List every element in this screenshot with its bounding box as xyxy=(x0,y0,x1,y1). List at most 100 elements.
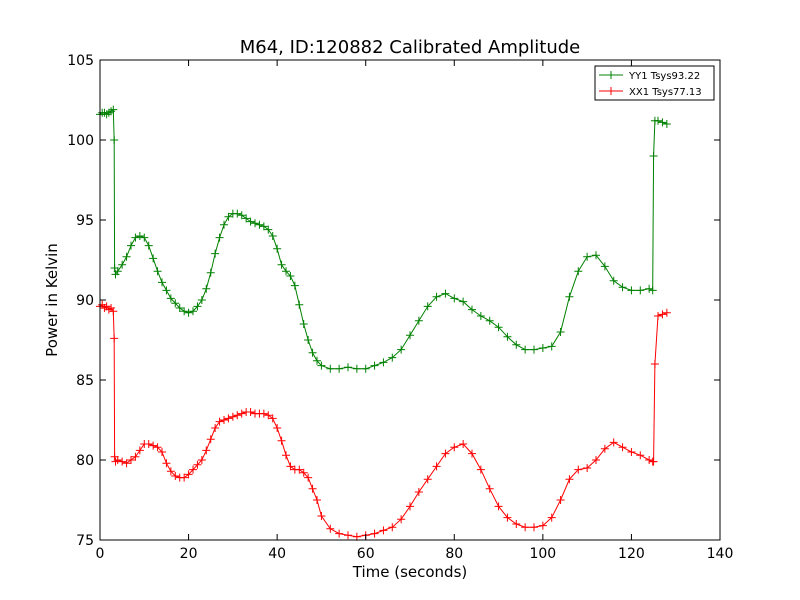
data-point xyxy=(521,345,530,354)
data-point xyxy=(264,411,273,420)
data-point xyxy=(432,462,441,471)
data-point xyxy=(592,456,600,464)
data-point xyxy=(255,220,264,229)
data-point xyxy=(565,475,574,484)
data-point xyxy=(122,252,131,261)
data-point xyxy=(268,414,277,423)
data-point xyxy=(650,360,659,368)
data-point xyxy=(649,152,658,160)
data-point xyxy=(476,312,485,320)
data-point xyxy=(530,345,538,354)
data-point xyxy=(110,334,119,343)
data-point xyxy=(166,467,175,476)
data-point xyxy=(171,299,180,308)
data-point xyxy=(224,212,233,221)
data-point xyxy=(441,289,450,298)
data-point xyxy=(110,136,119,144)
data-point xyxy=(277,260,286,269)
data-point xyxy=(259,409,268,418)
data-point xyxy=(197,296,206,304)
legend-entry: XX1 Tsys77.13 xyxy=(599,87,702,98)
data-point xyxy=(317,512,326,520)
data-point xyxy=(282,267,290,276)
data-point xyxy=(215,417,224,426)
data-point xyxy=(547,513,556,522)
data-point xyxy=(658,310,667,319)
data-point xyxy=(290,281,299,290)
data-point xyxy=(441,449,450,458)
data-point xyxy=(153,443,162,452)
data-point xyxy=(140,233,149,242)
data-point xyxy=(171,472,180,480)
data-point xyxy=(503,332,512,341)
data-point xyxy=(645,456,654,464)
data-point xyxy=(273,244,282,253)
data-point xyxy=(109,105,118,114)
data-point xyxy=(246,217,255,226)
data-point xyxy=(609,276,618,285)
data-point xyxy=(202,284,211,293)
data-point xyxy=(538,521,547,530)
data-point xyxy=(654,312,662,320)
data-point xyxy=(627,286,636,295)
data-point xyxy=(600,444,609,453)
data-point xyxy=(299,320,308,328)
data-point xyxy=(242,214,251,223)
data-point xyxy=(636,286,645,295)
data-point xyxy=(189,465,197,474)
y-tick-label: 90 xyxy=(76,293,94,309)
x-tick-label: 40 xyxy=(268,546,286,562)
data-point xyxy=(153,267,162,276)
data-point xyxy=(118,260,127,269)
data-point xyxy=(220,220,228,229)
data-point xyxy=(246,408,255,416)
data-point xyxy=(127,456,135,464)
data-point xyxy=(352,532,361,541)
data-point xyxy=(326,524,335,533)
y-axis-label: Power in Kelvin xyxy=(43,243,61,357)
data-point xyxy=(189,307,197,316)
data-point xyxy=(206,435,215,444)
data-point xyxy=(286,462,295,471)
x-tick-label: 20 xyxy=(180,546,198,562)
x-tick-label: 100 xyxy=(529,546,556,562)
data-point xyxy=(627,448,636,456)
data-point xyxy=(135,446,144,455)
data-point xyxy=(379,526,388,535)
x-tick-label: 140 xyxy=(707,546,734,562)
data-point xyxy=(237,211,246,220)
x-tick-label: 0 xyxy=(96,546,105,562)
data-point xyxy=(538,344,547,352)
data-point xyxy=(574,267,583,276)
data-point xyxy=(609,438,618,447)
data-point xyxy=(295,465,304,474)
data-point xyxy=(618,443,627,452)
data-point xyxy=(450,294,459,303)
data-point xyxy=(521,523,530,532)
data-point xyxy=(344,363,352,372)
data-point xyxy=(388,523,397,532)
y-tick-label: 95 xyxy=(76,213,94,229)
data-point xyxy=(259,222,268,231)
data-point xyxy=(149,441,158,450)
data-point xyxy=(485,484,494,493)
data-point xyxy=(304,473,313,482)
data-point xyxy=(414,488,423,496)
data-point xyxy=(135,232,144,240)
data-point xyxy=(184,470,193,479)
data-point xyxy=(118,457,127,466)
data-point xyxy=(503,513,512,522)
data-point xyxy=(344,531,352,540)
data-point xyxy=(224,414,233,423)
data-point xyxy=(600,262,609,271)
legend-swatch-marker xyxy=(607,71,615,79)
data-point xyxy=(251,219,259,228)
series-line xyxy=(99,108,668,370)
data-point xyxy=(144,241,153,250)
data-point xyxy=(326,364,335,373)
data-point xyxy=(162,286,171,295)
data-point xyxy=(618,283,627,292)
data-point xyxy=(233,209,242,218)
data-point xyxy=(166,294,175,303)
data-point xyxy=(131,233,140,242)
